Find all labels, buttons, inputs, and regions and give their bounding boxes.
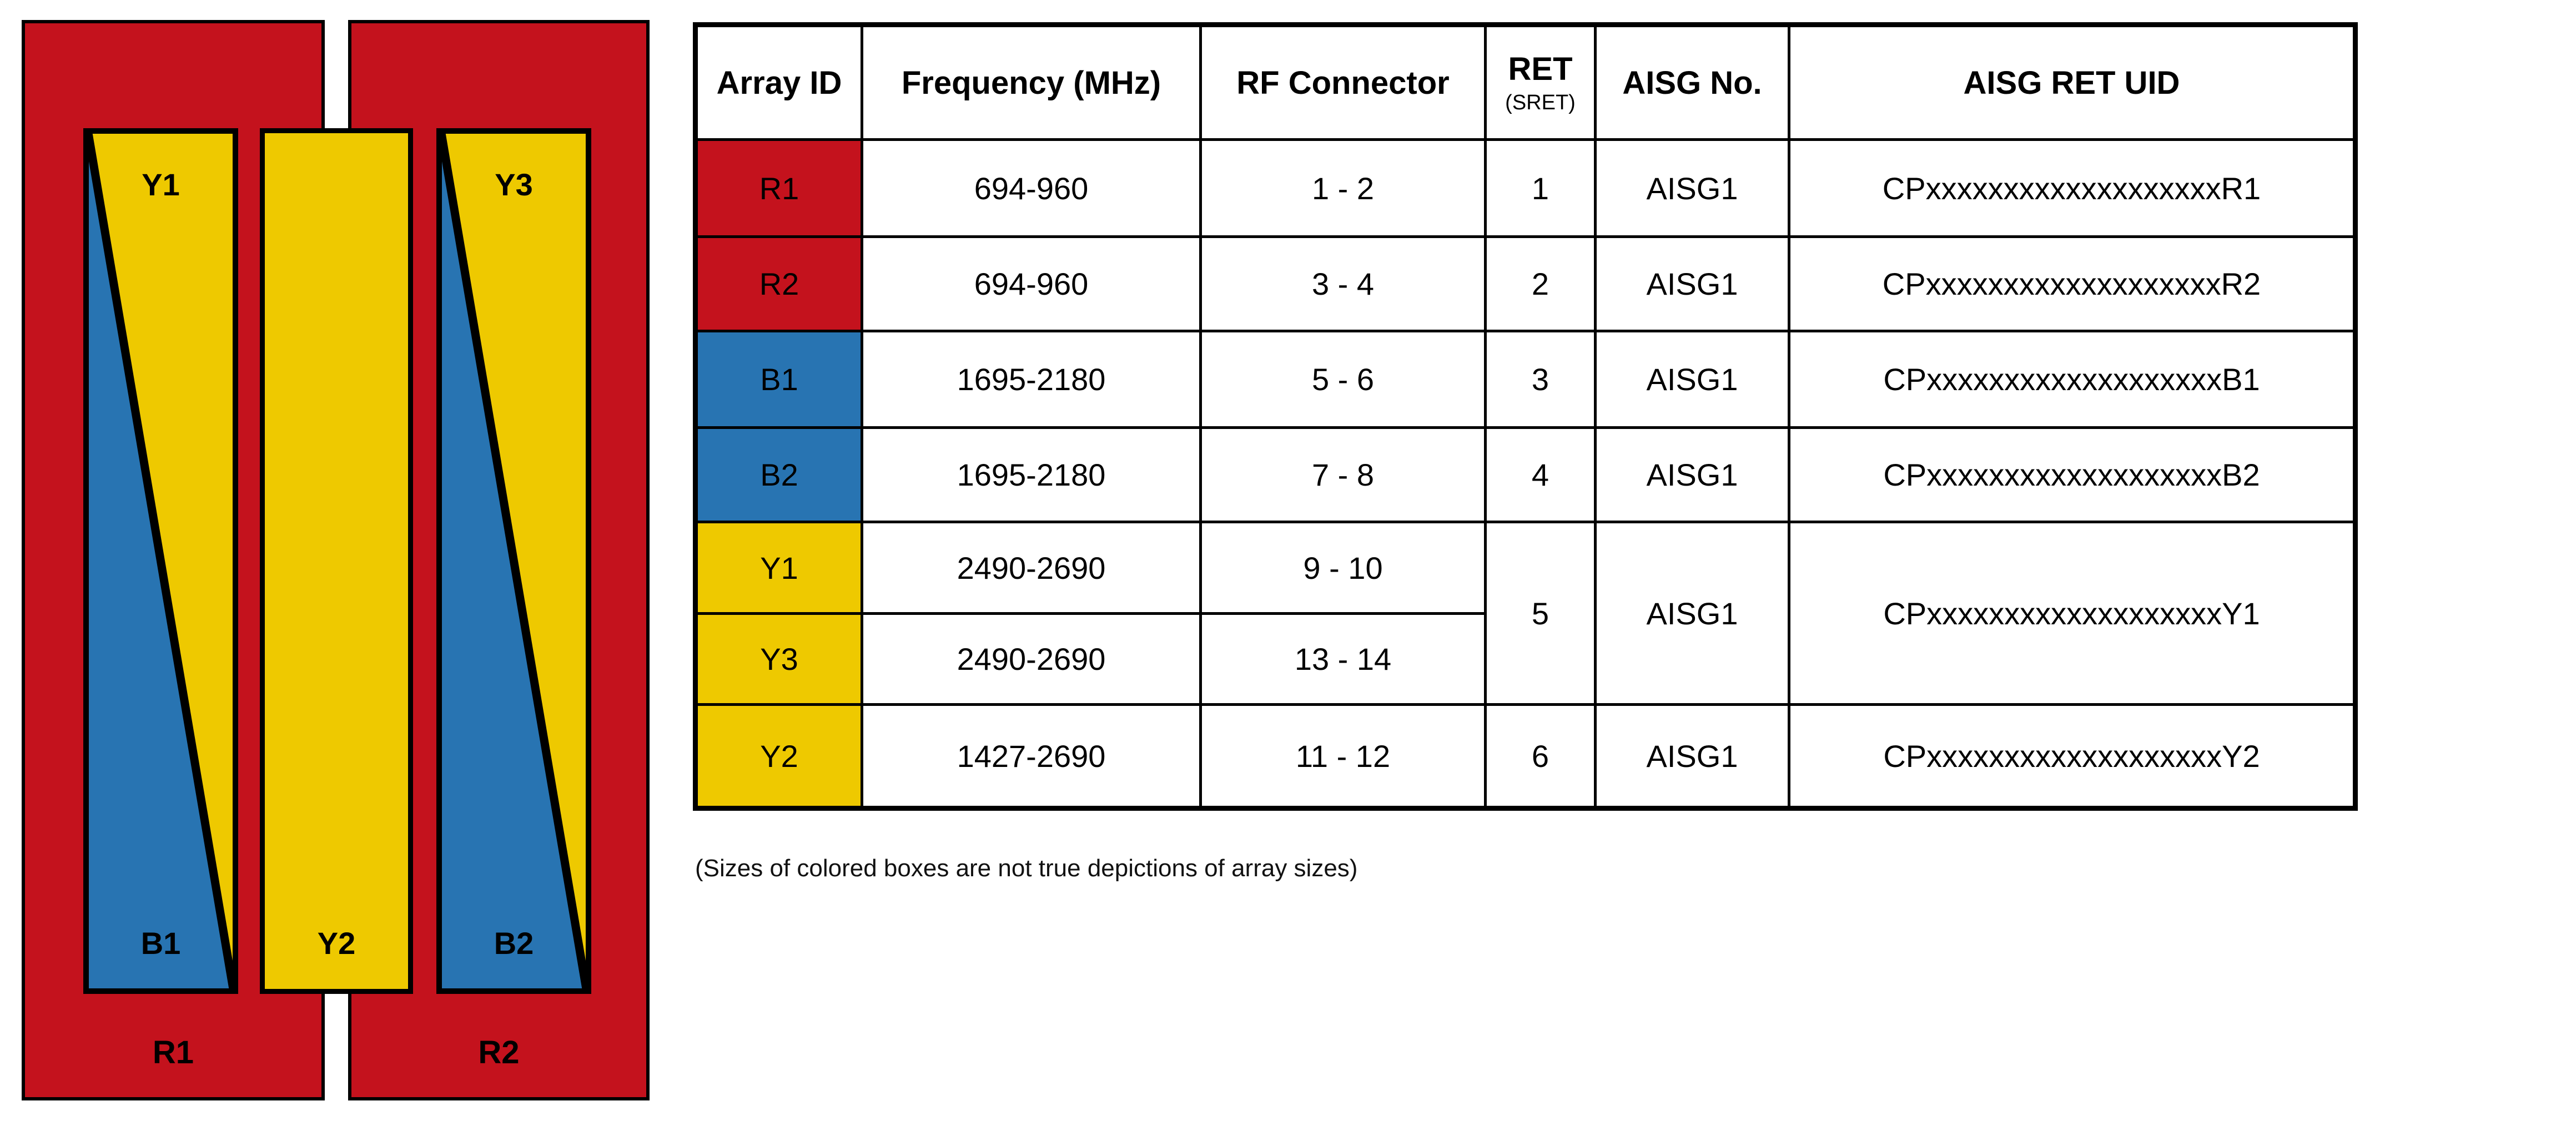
cell-ret: 3: [1484, 330, 1597, 429]
cell-aisg-ret-uid: CPxxxxxxxxxxxxxxxxxxxB1: [1788, 330, 2357, 429]
cell-aisg-no: AISG1: [1594, 138, 1790, 238]
cell-frequency: 694-960: [861, 235, 1202, 332]
cell-ret: 6: [1484, 703, 1597, 810]
cell-array-id: Y2: [694, 703, 863, 810]
panel-outline: [436, 128, 591, 994]
cell-array-id: Y1: [694, 521, 863, 615]
header-array-id: Array ID: [694, 23, 863, 141]
diagonal-divider-line: [84, 132, 238, 990]
table-row-y2: Y2 1427-2690 11 - 12 6 AISG1 CPxxxxxxxxx…: [694, 703, 2357, 810]
cell-frequency: 2490-2690: [861, 612, 1202, 706]
cell-aisg-ret-uid: CPxxxxxxxxxxxxxxxxxxxY2: [1788, 703, 2357, 810]
cell-array-id: Y3: [694, 612, 863, 706]
cell-ret: 2: [1484, 235, 1597, 332]
header-aisg-ret-uid: AISG RET UID: [1788, 23, 2357, 141]
table-row-r1: R1 694-960 1 - 2 1 AISG1 CPxxxxxxxxxxxxx…: [694, 138, 2357, 238]
cell-frequency: 2490-2690: [861, 521, 1202, 615]
table-header-row: Array ID Frequency (MHz) RF Connector RE…: [694, 23, 2357, 141]
size-disclaimer-note: (Sizes of colored boxes are not true dep…: [695, 855, 1358, 882]
cell-array-id: R2: [694, 235, 863, 332]
panel-y2: [260, 128, 413, 994]
cell-frequency: 694-960: [861, 138, 1202, 238]
panel-y1-b1: [83, 128, 238, 994]
header-aisg-no: AISG No.: [1594, 23, 1790, 141]
array-label-y2: Y2: [317, 926, 356, 961]
cell-aisg-no: AISG1: [1594, 330, 1790, 429]
cell-frequency: 1695-2180: [861, 330, 1202, 429]
cell-frequency: 1695-2180: [861, 426, 1202, 523]
cell-aisg-no-merged: AISG1: [1594, 521, 1790, 706]
cell-rf-connector: 5 - 6: [1199, 330, 1487, 429]
table-row-y1: Y1 2490-2690 9 - 10 5 AISG1 CPxxxxxxxxxx…: [694, 521, 2357, 706]
cell-ret-merged: 5: [1484, 521, 1597, 706]
cell-array-id: B2: [694, 426, 863, 523]
cell-rf-connector: 3 - 4: [1199, 235, 1487, 332]
cell-ret: 4: [1484, 426, 1597, 523]
header-sret: (SRET): [1505, 91, 1576, 114]
cell-ret: 1: [1484, 138, 1597, 238]
table-row-b1: B1 1695-2180 5 - 6 3 AISG1 CPxxxxxxxxxxx…: [694, 330, 2357, 429]
cell-aisg-no: AISG1: [1594, 426, 1790, 523]
array-label-y1: Y1: [142, 167, 180, 202]
panel-outline: [83, 128, 238, 994]
array-label-b1: B1: [140, 926, 181, 961]
cell-array-id: R1: [694, 138, 863, 238]
header-rf-connector: RF Connector: [1199, 23, 1487, 141]
header-frequency: Frequency (MHz): [861, 23, 1202, 141]
cell-rf-connector: 11 - 12: [1199, 703, 1487, 810]
cell-frequency: 1427-2690: [861, 703, 1202, 810]
cell-rf-connector: 1 - 2: [1199, 138, 1487, 238]
cell-aisg-ret-uid-merged: CPxxxxxxxxxxxxxxxxxxxY1: [1788, 521, 2357, 706]
cell-aisg-ret-uid: CPxxxxxxxxxxxxxxxxxxxR2: [1788, 235, 2357, 332]
rf-connector-spec-table: Array ID Frequency (MHz) RF Connector RE…: [693, 22, 2358, 811]
table-row-r2: R2 694-960 3 - 4 2 AISG1 CPxxxxxxxxxxxxx…: [694, 235, 2357, 332]
cell-rf-connector: 9 - 10: [1199, 521, 1487, 615]
cell-aisg-ret-uid: CPxxxxxxxxxxxxxxxxxxxB2: [1788, 426, 2357, 523]
cell-rf-connector: 7 - 8: [1199, 426, 1487, 523]
table-row-y3: Y3 2490-2690 13 - 14: [694, 612, 2356, 706]
header-ret-sret: RET (SRET): [1484, 23, 1597, 141]
table-row-b2: B2 1695-2180 7 - 8 4 AISG1 CPxxxxxxxxxxx…: [694, 426, 2357, 523]
array-label-r1: R1: [152, 1034, 194, 1070]
cell-rf-connector: 13 - 14: [1199, 612, 1487, 706]
cell-array-id: B1: [694, 330, 863, 429]
array-label-b2: B2: [494, 926, 534, 961]
panel-y3-b2: [436, 128, 591, 994]
array-label-y3: Y3: [495, 167, 533, 202]
cell-aisg-no: AISG1: [1594, 235, 1790, 332]
array-label-r2: R2: [478, 1034, 520, 1070]
cell-aisg-ret-uid: CPxxxxxxxxxxxxxxxxxxxR1: [1788, 138, 2357, 238]
cell-aisg-no: AISG1: [1594, 703, 1790, 810]
header-ret: RET: [1508, 51, 1573, 87]
diagonal-divider-line: [437, 132, 591, 990]
